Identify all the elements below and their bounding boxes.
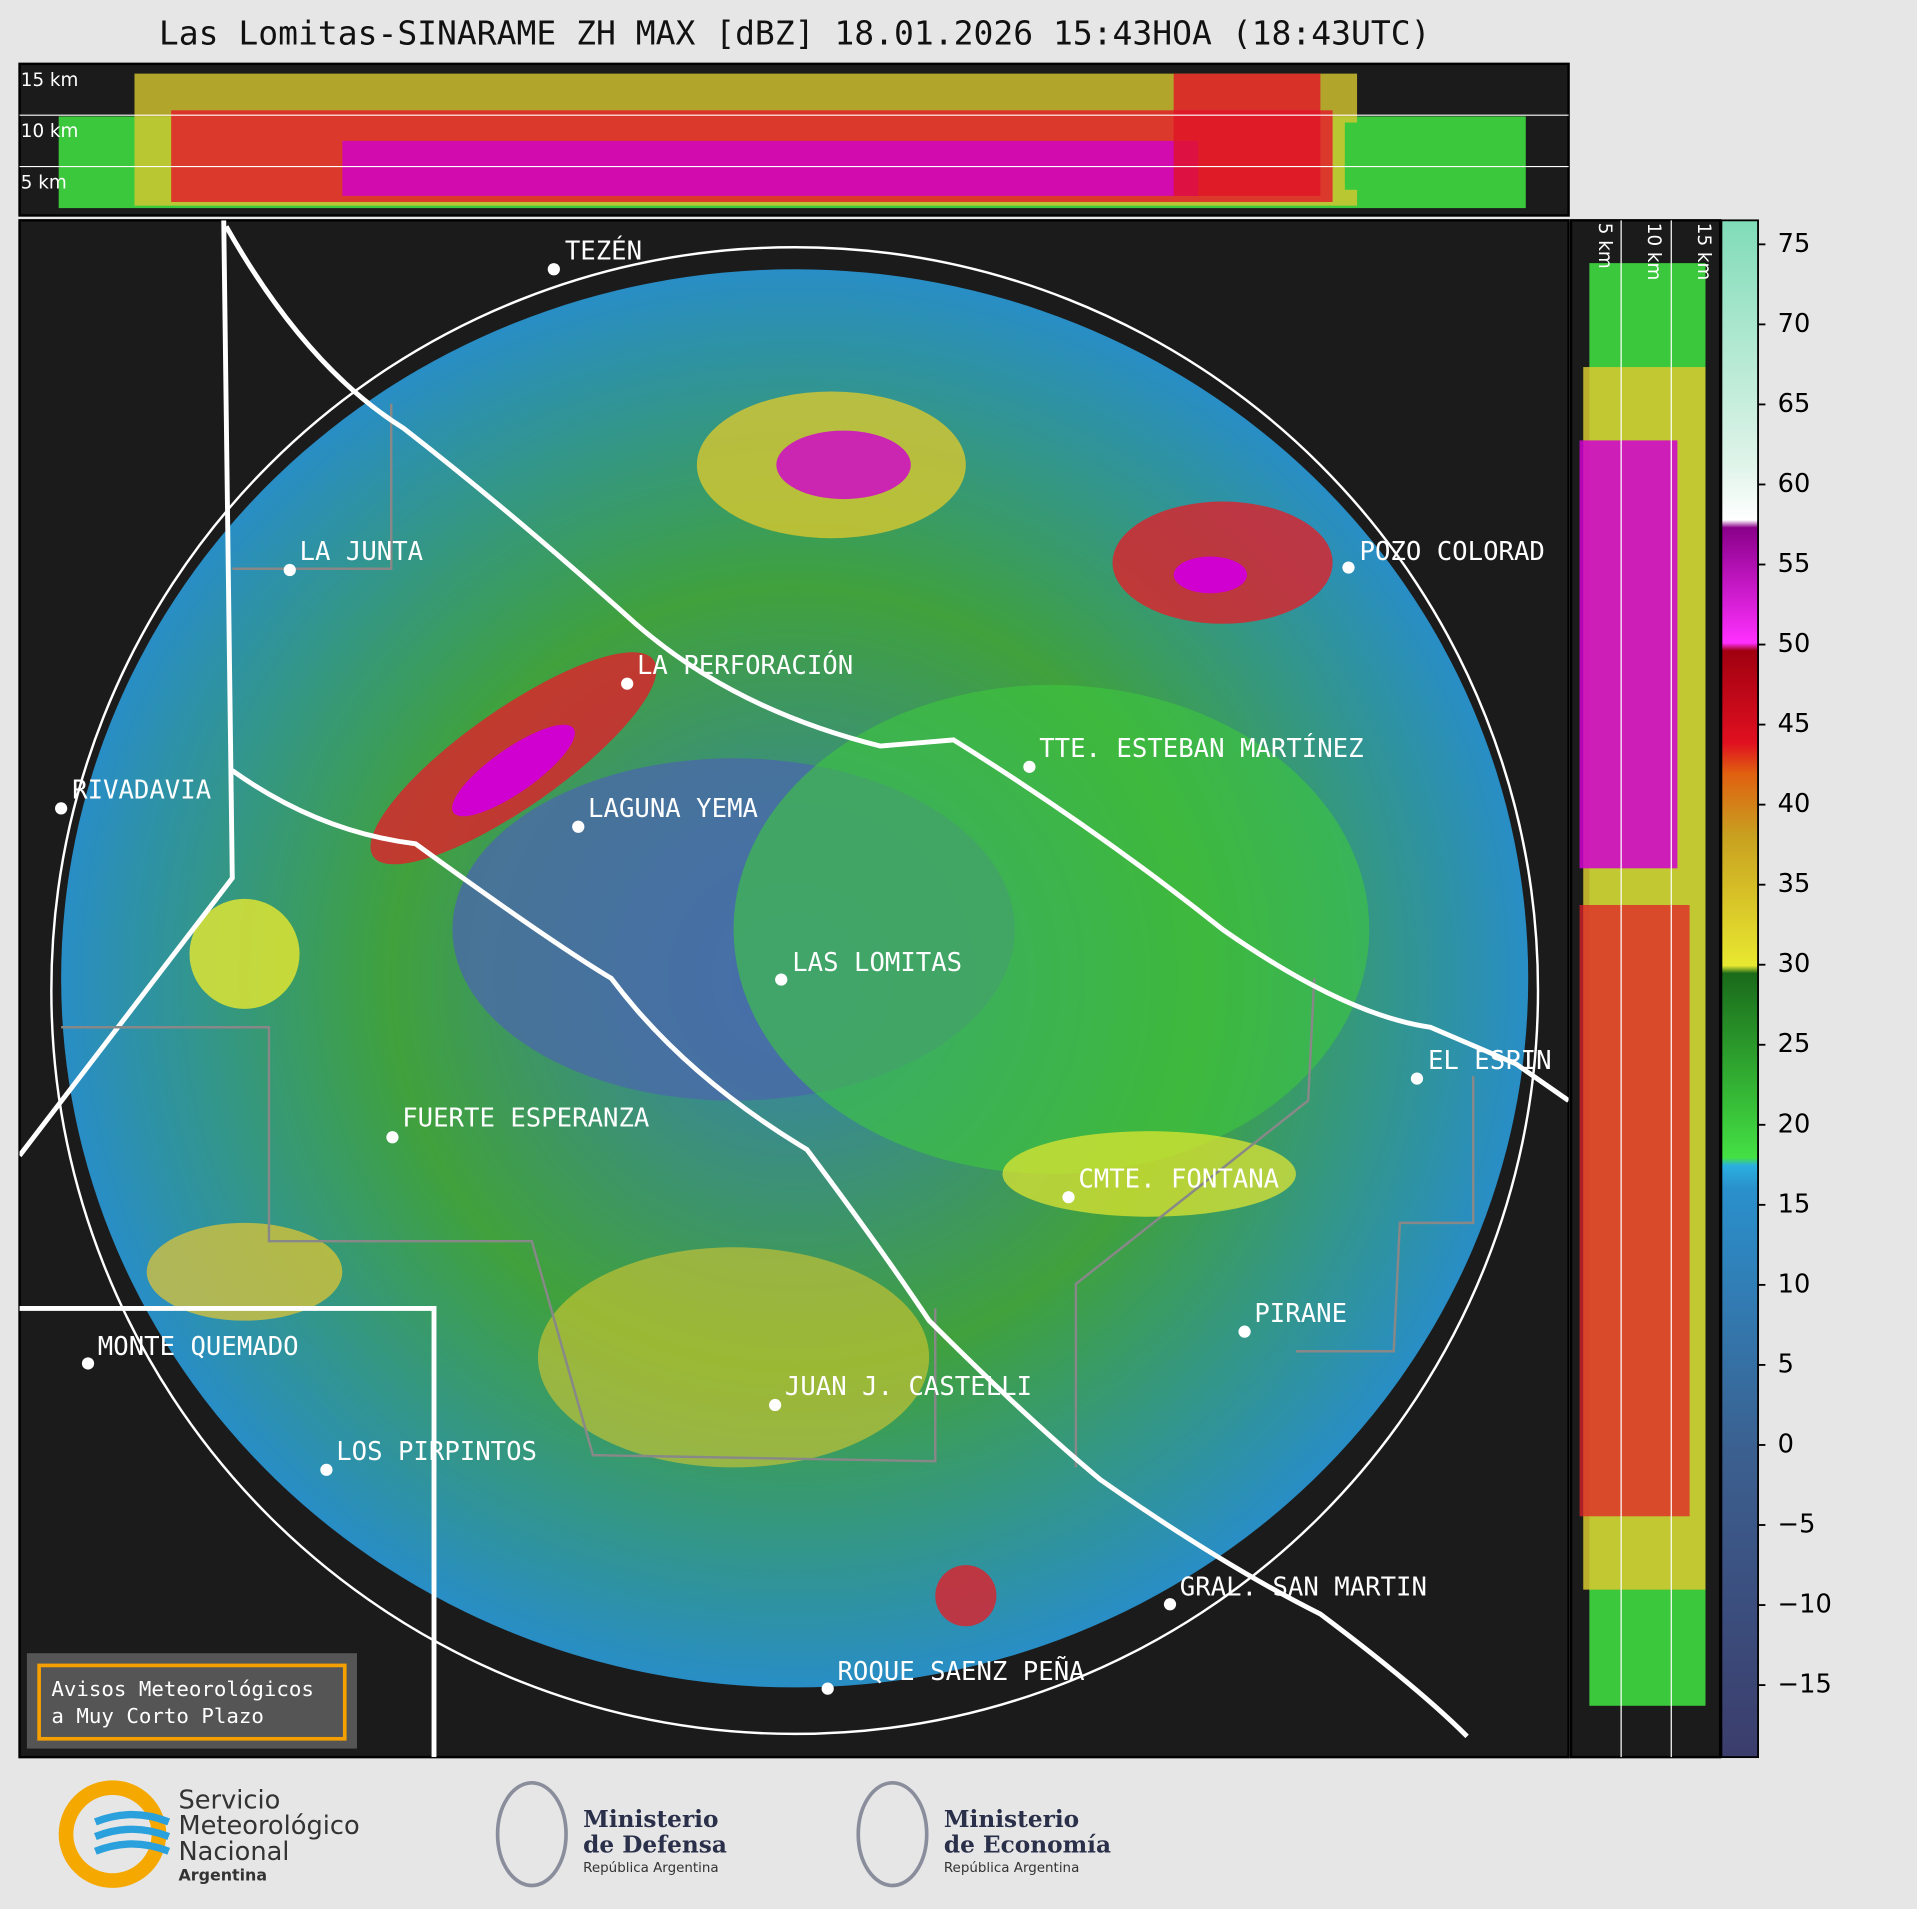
logo-text: Ministerio bbox=[583, 1806, 718, 1833]
place-label: POZO COLORAD bbox=[1360, 537, 1545, 567]
colorbar-tick-label: 65 bbox=[1778, 389, 1811, 419]
logo-text: Nacional bbox=[178, 1837, 289, 1867]
colorbar-tick-label: 0 bbox=[1778, 1429, 1794, 1459]
colorbar-tick-label: −5 bbox=[1778, 1510, 1816, 1540]
title: Las Lomitas-SINARAME ZH MAX [dBZ] 18.01.… bbox=[159, 13, 1431, 52]
logo-text: República Argentina bbox=[583, 1860, 718, 1876]
height-label: 15 km bbox=[1693, 223, 1714, 281]
side-panel: 5 km 10 km 15 km bbox=[1569, 219, 1722, 1759]
colorbar-tick-label: −10 bbox=[1778, 1590, 1832, 1620]
colorbar-tick-label: 40 bbox=[1778, 789, 1811, 819]
height-label: 15 km bbox=[21, 70, 79, 91]
place-label: FUERTE ESPERANZA bbox=[402, 1103, 649, 1133]
place-label: JUAN J. CASTELLI bbox=[785, 1372, 1032, 1402]
height-label: 5 km bbox=[1594, 223, 1615, 269]
place-label: TTE. ESTEBAN MARTÍNEZ bbox=[1039, 732, 1363, 764]
logo-text: de Economía bbox=[944, 1831, 1111, 1858]
places: TEZÉN LA JUNTA POZO COLORAD LA PERFORACI… bbox=[55, 234, 1552, 1695]
colorbar-tick-label: 60 bbox=[1778, 469, 1811, 499]
colorbar-tick-label: 50 bbox=[1778, 629, 1811, 659]
logo-text: República Argentina bbox=[944, 1860, 1079, 1876]
place-label: LOS PIRPINTOS bbox=[336, 1437, 537, 1467]
colorbar-tick-label: 70 bbox=[1778, 309, 1811, 339]
colorbar-tick-label: 45 bbox=[1778, 709, 1811, 739]
radar-map: TEZÉN LA JUNTA POZO COLORAD LA PERFORACI… bbox=[18, 219, 1570, 1759]
colorbar-tick-label: 10 bbox=[1778, 1269, 1811, 1299]
place-label: LAS LOMITAS bbox=[792, 948, 962, 978]
colorbar-tick-label: −15 bbox=[1778, 1670, 1832, 1700]
place-label: MONTE QUEMADO bbox=[98, 1332, 299, 1362]
logos: Servicio Meteorológico Nacional Argentin… bbox=[58, 1780, 1111, 1888]
place-label: ROQUE SAENZ PEÑA bbox=[837, 1655, 1084, 1687]
colorbar-tick-label: 75 bbox=[1778, 229, 1811, 259]
notice: Avisos Meteorológicos a Muy Corto Plazo bbox=[26, 1653, 357, 1749]
place-label: PIRANE bbox=[1254, 1299, 1347, 1329]
height-label: 10 km bbox=[1643, 223, 1664, 281]
colorbar-tick-label: 20 bbox=[1778, 1109, 1811, 1139]
place-label: LA JUNTA bbox=[300, 537, 424, 567]
colorbar-tick-label: 35 bbox=[1778, 869, 1811, 899]
logo-text: Argentina bbox=[178, 1866, 267, 1885]
logo-text: Meteorológico bbox=[178, 1811, 359, 1841]
place-label: TEZÉN bbox=[565, 234, 642, 266]
place-label: LA PERFORACIÓN bbox=[637, 649, 853, 681]
place-label: EL ESPIN bbox=[1428, 1046, 1552, 1076]
height-label: 5 km bbox=[21, 173, 67, 194]
notice-line: a Muy Corto Plazo bbox=[51, 1704, 264, 1728]
colorbar-tick-label: 30 bbox=[1778, 949, 1811, 979]
height-label: 10 km bbox=[21, 121, 79, 142]
place-label: RIVADAVIA bbox=[72, 776, 211, 806]
place-label: LAGUNA YEMA bbox=[588, 794, 758, 824]
logo-text: Ministerio bbox=[944, 1806, 1079, 1833]
colorbar-tick-label: 55 bbox=[1778, 549, 1811, 579]
notice-line: Avisos Meteorológicos bbox=[51, 1677, 314, 1701]
top-panel: 15 km 10 km 5 km bbox=[18, 62, 1570, 217]
logo-text: de Defensa bbox=[583, 1831, 727, 1858]
logo-text: Servicio bbox=[178, 1785, 280, 1815]
colorbar-tick-label: 15 bbox=[1778, 1189, 1811, 1219]
place-label: GRAL. SAN MARTIN bbox=[1180, 1573, 1427, 1603]
colorbar-tick-label: 5 bbox=[1778, 1349, 1794, 1379]
colorbar-tick-label: 25 bbox=[1778, 1029, 1811, 1059]
place-label: CMTE. FONTANA bbox=[1078, 1164, 1279, 1194]
